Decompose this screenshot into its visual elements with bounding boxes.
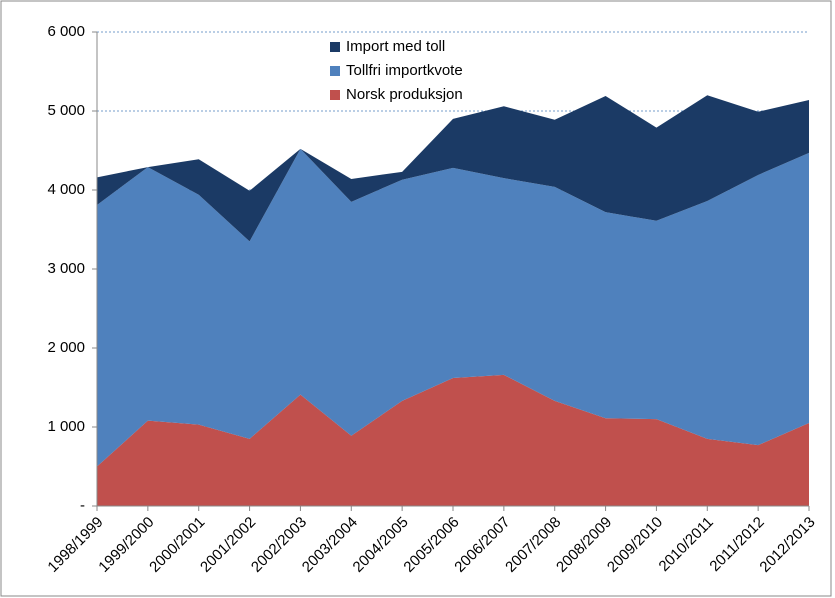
y-tick-label: 4 000 xyxy=(47,181,85,198)
legend-label: Tollfri importkvote xyxy=(346,62,463,79)
area xyxy=(97,374,809,506)
y-tick-label: 2 000 xyxy=(47,339,85,356)
y-tick-label: 1 000 xyxy=(47,418,85,435)
y-tick-label: 6 000 xyxy=(47,23,85,40)
legend-label: Norsk produksjon xyxy=(346,86,463,103)
y-tick-label: - xyxy=(80,497,85,514)
area xyxy=(97,148,809,467)
y-tick-label: 5 000 xyxy=(47,102,85,119)
area xyxy=(97,95,809,242)
legend-swatch xyxy=(330,42,340,52)
legend-swatch xyxy=(330,90,340,100)
legend-label: Import med toll xyxy=(346,38,445,55)
legend-swatch xyxy=(330,66,340,76)
y-tick-label: 3 000 xyxy=(47,260,85,277)
